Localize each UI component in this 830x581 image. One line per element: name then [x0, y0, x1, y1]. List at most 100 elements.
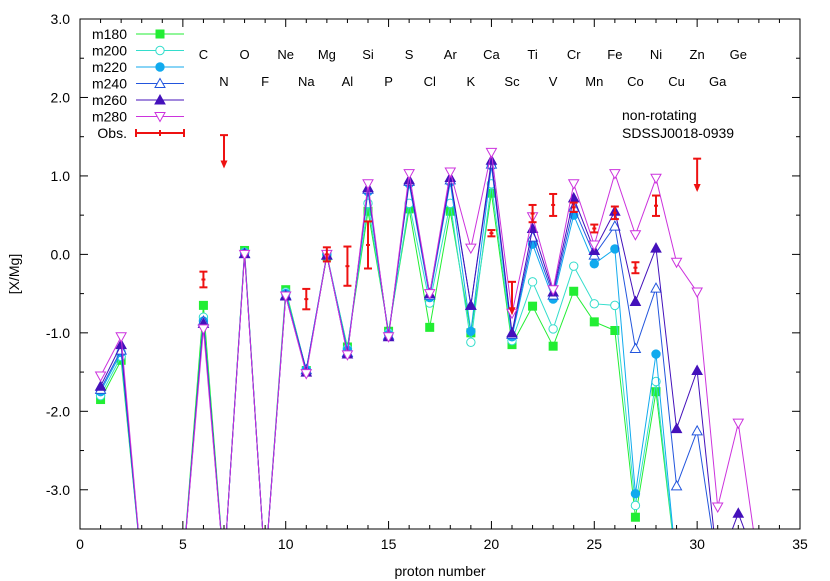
data-point-m220: [630, 488, 641, 499]
element-label-Zn: Zn: [690, 47, 705, 62]
data-point-m180: [610, 325, 620, 335]
element-label-Na: Na: [298, 74, 315, 89]
data-point-m280: [629, 230, 642, 241]
legend-item-m180: m180: [92, 26, 184, 42]
obs-point: [302, 287, 311, 311]
legend-marker: [155, 62, 165, 72]
series-m180: [96, 188, 673, 529]
data-point-m280: [485, 147, 498, 159]
data-point-m260: [691, 364, 703, 376]
data-point-m260: [115, 338, 127, 350]
legend-item-m240: m240: [92, 76, 184, 92]
legend-label: m260: [92, 92, 127, 108]
data-point-m280: [423, 289, 436, 300]
obs-point: [343, 245, 352, 287]
data-point-m180: [445, 206, 455, 216]
element-label-Ni: Ni: [650, 47, 662, 62]
element-label-Co: Co: [627, 74, 644, 89]
data-point-m280: [115, 332, 127, 343]
element-label-Sc: Sc: [504, 74, 520, 89]
element-label-Cu: Cu: [668, 74, 685, 89]
x-tick-label: 30: [689, 536, 705, 552]
data-point-m260: [465, 299, 477, 310]
obs-point: [610, 205, 619, 221]
data-point-m220: [651, 349, 661, 359]
data-point-m180: [198, 300, 208, 310]
data-point-m280: [279, 291, 292, 302]
element-label-Ca: Ca: [483, 47, 500, 62]
data-point-m200: [589, 299, 599, 309]
obs-point: [508, 280, 516, 316]
data-point-m280: [341, 350, 354, 361]
data-point-m200: [610, 300, 620, 311]
series-line-m280: [100, 152, 754, 529]
data-point-m260: [506, 326, 518, 338]
x-tick-label: 5: [179, 536, 187, 552]
data-point-m260: [94, 380, 107, 391]
series-line-m220: [100, 165, 674, 529]
obs-point: [549, 192, 558, 217]
element-label-Cl: Cl: [424, 74, 436, 89]
data-point-m240: [691, 424, 703, 436]
data-point-m280: [691, 287, 703, 299]
x-axis-label: proton number: [394, 563, 485, 579]
data-point-m280: [567, 179, 580, 190]
obs-point: [652, 194, 660, 217]
series-m280: [94, 147, 754, 529]
y-tick-label: -3.0: [46, 482, 70, 498]
legend-item-m200: m200: [92, 43, 184, 59]
data-point-m180: [630, 512, 640, 522]
data-point-m180: [548, 341, 558, 351]
data-point-m180: [425, 322, 435, 332]
legend-item-m220: m220: [92, 59, 184, 75]
data-point-m260: [629, 295, 642, 306]
annotation-star: SDSSJ0018-0939: [622, 125, 734, 141]
element-label-Ne: Ne: [277, 47, 294, 62]
data-point-m200: [466, 337, 476, 347]
y-tick-label: -1.0: [46, 325, 70, 341]
legend-item-m260: m260: [92, 92, 184, 108]
legend-item-m280: m280: [92, 109, 184, 125]
obs-point: [199, 270, 208, 289]
legend-item-Obs.: Obs.: [97, 125, 185, 141]
element-label-S: S: [405, 47, 414, 62]
element-label-Fe: Fe: [607, 47, 622, 62]
data-point-m280: [238, 249, 251, 261]
data-point-m260: [732, 507, 745, 518]
data-point-m280: [670, 257, 683, 269]
data-point-m240: [650, 282, 662, 293]
data-point-m280: [94, 371, 107, 383]
data-point-m280: [362, 179, 374, 190]
annotation-model: non-rotating: [622, 107, 697, 123]
x-tick-label: 15: [381, 536, 397, 552]
legend-label: m280: [92, 109, 127, 125]
element-label-Ga: Ga: [709, 74, 727, 89]
x-tick-label: 25: [586, 536, 602, 552]
data-point-m240: [609, 220, 621, 231]
element-label-Si: Si: [362, 47, 374, 62]
element-label-Cr: Cr: [567, 47, 581, 62]
element-label-Al: Al: [342, 74, 354, 89]
element-label-O: O: [240, 47, 250, 62]
obs-point: [693, 157, 702, 193]
element-label-Mg: Mg: [318, 47, 336, 62]
legend-label: m240: [92, 76, 127, 92]
data-point-m200: [548, 324, 558, 334]
obs-point: [364, 220, 372, 270]
axes: 0 5 10 15 20 25 30 35 3.0 2.0 1.0 0.0 -1.0 -2.0 -3.0: [46, 11, 808, 552]
legend-marker: [154, 93, 166, 105]
legend-marker: [154, 112, 166, 123]
data-point-m280: [403, 169, 415, 180]
data-point-m280: [588, 240, 601, 251]
data-point-m260: [670, 422, 683, 434]
series-m220: [95, 161, 674, 529]
data-point-m240: [670, 479, 683, 491]
x-tick-label: 10: [278, 536, 294, 552]
data-point-m280: [382, 332, 395, 343]
element-label-Ti: Ti: [527, 47, 537, 62]
data-point-m240: [629, 342, 642, 354]
legend-marker: [155, 29, 165, 39]
legend-marker: [154, 77, 166, 88]
